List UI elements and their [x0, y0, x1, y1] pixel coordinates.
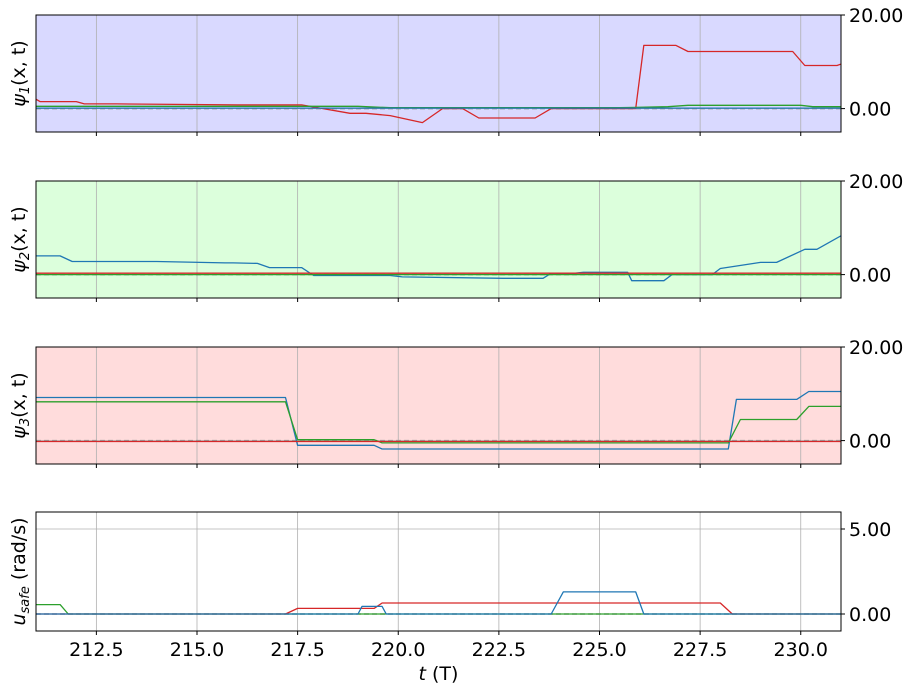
y-label-tail: (rad/s)	[8, 517, 30, 586]
series-group	[36, 44, 841, 124]
plot-frame	[35, 346, 842, 465]
y-tick-label-1: 20.00	[849, 5, 903, 27]
x-tick-label-2: 217.5	[270, 639, 324, 661]
y-label-subscript: 1	[18, 86, 33, 94]
y-tick-label-0: 0.00	[849, 431, 891, 453]
y-tick-label-1: 20.00	[849, 171, 903, 193]
x-tick-label-1: 215.0	[170, 639, 224, 661]
series-group	[36, 390, 841, 450]
y-label-symbol: ψ	[8, 94, 30, 107]
y-tick-label-0: 0.00	[849, 604, 891, 626]
panel-2: 0.00 20.00 ψ2(x, t)	[8, 171, 903, 302]
series-group	[36, 235, 841, 282]
y-label-subscript: safe	[18, 586, 33, 613]
y-axis-label: ψ1(x, t)	[8, 40, 33, 106]
plot-background	[36, 347, 841, 464]
x-label-symbol: t	[419, 663, 428, 685]
series-line-green	[36, 401, 841, 444]
y-label-subscript: 2	[18, 252, 33, 260]
x-axis-label: t (T)	[419, 663, 459, 685]
y-label-tail: (x, t)	[8, 372, 30, 418]
y-tick-label-1: 5.00	[849, 519, 891, 541]
plot-frame	[35, 14, 842, 133]
x-tick-label-5: 225.0	[572, 639, 626, 661]
y-label-subscript: 3	[18, 418, 33, 426]
y-label-symbol: ψ	[8, 426, 30, 439]
series-line-blue	[36, 591, 841, 615]
x-tick-label-7: 230.0	[774, 639, 828, 661]
x-tick-label-0: 212.5	[69, 639, 123, 661]
y-tick-label-0: 0.00	[849, 99, 891, 121]
panel-4: 0.00 5.00 212.5 215.0 217.5 220.0 222.5 225.0 22…	[8, 511, 891, 685]
series-line-blue	[36, 235, 841, 282]
panel-3: 0.00 20.00 ψ3(x, t)	[8, 337, 903, 468]
y-tick-label-1: 20.00	[849, 337, 903, 359]
series-line-green	[36, 104, 841, 109]
y-label-symbol: ψ	[8, 260, 30, 273]
y-axis-label: usafe (rad/s)	[8, 517, 33, 625]
y-label-tail: (x, t)	[8, 40, 30, 86]
series-line-red	[36, 602, 841, 615]
panel-1: 0.00 20.00 ψ1(x, t)	[8, 5, 903, 136]
y-tick-label-0: 0.00	[849, 265, 891, 287]
y-label-tail: (x, t)	[8, 206, 30, 252]
x-tick-label-3: 220.0	[371, 639, 425, 661]
x-tick-label-6: 227.5	[673, 639, 727, 661]
plot-frame	[35, 511, 842, 632]
x-tick-label-4: 222.5	[472, 639, 526, 661]
x-label-tail: (T)	[426, 663, 458, 685]
plot-background	[36, 15, 841, 132]
plot-background	[36, 181, 841, 298]
series-group	[36, 591, 841, 615]
y-axis-label: ψ2(x, t)	[8, 206, 33, 272]
y-label-symbol: u	[8, 613, 30, 625]
plot-frame	[35, 180, 842, 299]
y-axis-label: ψ3(x, t)	[8, 372, 33, 438]
plot-background	[36, 512, 841, 631]
